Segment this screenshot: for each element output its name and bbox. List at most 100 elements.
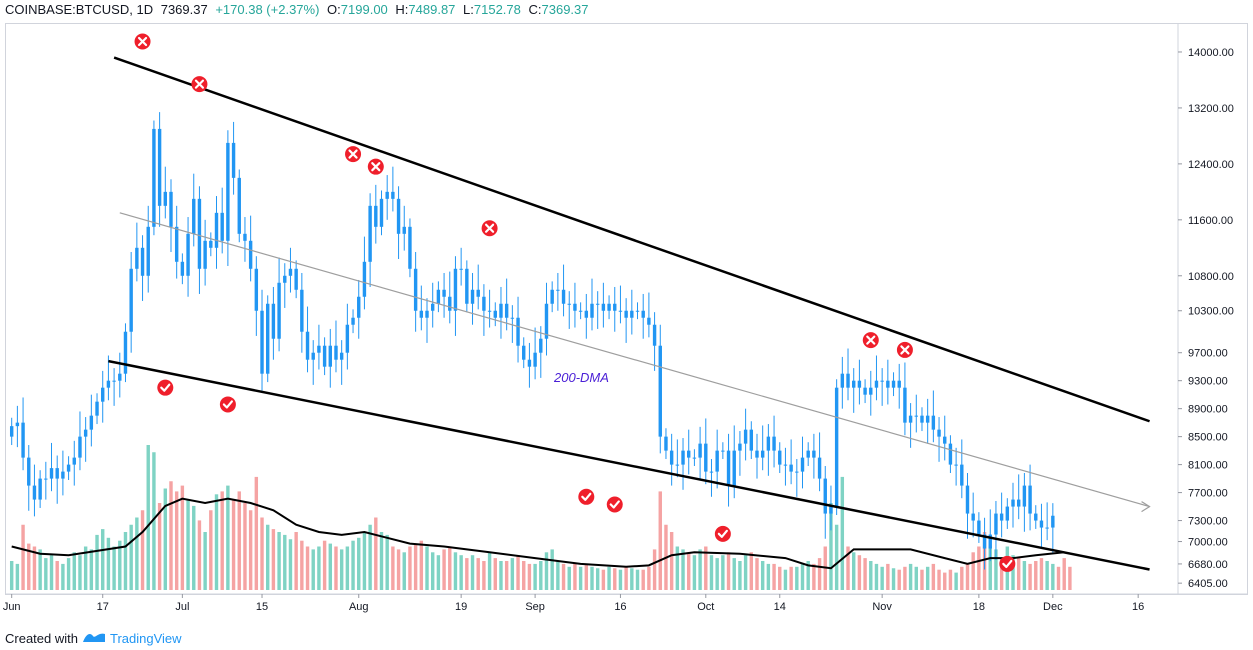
- volume-bar: [38, 549, 42, 590]
- volume-bar: [49, 555, 54, 590]
- candle-body: [624, 310, 628, 318]
- volume-bar: [118, 540, 122, 590]
- volume-bar: [419, 540, 424, 590]
- volume-bar: [766, 563, 771, 590]
- volume-bar: [243, 503, 247, 590]
- candle-body: [294, 268, 298, 290]
- volume-bar: [32, 546, 37, 590]
- volume-bar: [778, 566, 782, 590]
- volume-bar: [772, 563, 776, 590]
- candle-body: [846, 373, 850, 388]
- candle-body: [72, 457, 76, 465]
- candle-body: [516, 317, 520, 346]
- x-mark-icon: [484, 223, 495, 233]
- candle-body: [533, 352, 537, 367]
- high-label: H:: [395, 2, 409, 17]
- candle-body: [78, 436, 82, 458]
- price-axis[interactable]: 6405.00 6680.00 7000.00 7300.00 7700.00 8100.…: [1178, 47, 1234, 590]
- volume-bar: [174, 491, 179, 590]
- candle-body: [556, 289, 560, 291]
- candle-body: [374, 205, 378, 227]
- volume-bar: [965, 563, 970, 590]
- candle-body: [982, 534, 987, 549]
- volume-bar: [214, 494, 219, 590]
- ma-annotation: 200-DMA: [553, 370, 609, 385]
- candle-body: [732, 450, 736, 486]
- y-tick-label: 10300.00: [1188, 306, 1234, 318]
- candle-body: [300, 289, 304, 332]
- candle-body: [630, 310, 634, 318]
- buy-marker-icon: [157, 379, 174, 396]
- candle-body: [590, 303, 594, 318]
- candle-body: [778, 450, 782, 465]
- volume-bar: [339, 549, 344, 590]
- candle-body: [334, 345, 338, 360]
- candle-body: [180, 261, 185, 276]
- candle-body: [391, 191, 395, 199]
- candle-body: [459, 268, 463, 270]
- volume-bar: [448, 546, 452, 590]
- buy-marker-icon: [606, 496, 623, 513]
- footer[interactable]: Created with TradingView: [5, 630, 182, 647]
- candle-body: [652, 324, 657, 346]
- tradingview-link[interactable]: TradingView: [109, 631, 182, 646]
- volume-bar: [846, 546, 850, 590]
- candle-body: [214, 212, 219, 248]
- candle-body: [806, 450, 810, 458]
- candle-body: [584, 310, 589, 318]
- candle-body: [669, 450, 674, 465]
- volume-bar: [425, 546, 429, 590]
- candle-body: [123, 331, 128, 374]
- check-mark-icon: [581, 492, 592, 501]
- candle-body: [311, 352, 315, 360]
- candle-body: [38, 478, 42, 500]
- volume-bar: [55, 561, 59, 590]
- candle-body: [328, 345, 332, 367]
- volume-bar: [544, 552, 549, 590]
- volume-bar: [385, 534, 389, 590]
- volume-layer: [9, 445, 1072, 590]
- open-label: O:: [327, 2, 341, 17]
- candle-body: [317, 345, 321, 353]
- candle-body: [385, 191, 389, 199]
- candle-body: [595, 303, 600, 305]
- x-tick-label: Jun: [3, 601, 21, 613]
- candle-body: [357, 296, 361, 318]
- candle-body: [920, 415, 924, 423]
- volume-bar: [129, 524, 133, 590]
- candle-body: [21, 422, 25, 458]
- x-tick-label: Oct: [697, 601, 714, 613]
- volume-bar: [994, 549, 998, 590]
- volume-bar: [459, 555, 463, 590]
- y-tick-label: 10800.00: [1188, 271, 1234, 283]
- candle-body: [863, 387, 867, 395]
- candle-body: [1016, 499, 1021, 507]
- symbol-label[interactable]: COINBASE:BTCUSD, 1D: [5, 2, 154, 17]
- time-axis[interactable]: Jun 17 Jul 15 Aug 19 Sep 16 Oct 14 Nov 18 Dec 16: [3, 594, 1144, 613]
- volume-bar: [943, 572, 947, 590]
- price-change: +170.38 (+2.37%): [215, 2, 320, 17]
- lines-layer: [11, 56, 1151, 571]
- candle-body: [203, 240, 207, 269]
- volume-bar: [266, 524, 270, 590]
- volume-bar: [15, 563, 20, 590]
- candle-body: [260, 310, 264, 374]
- volume-bar: [476, 558, 480, 590]
- open-value: 7199.00: [340, 2, 388, 17]
- volume-bar: [482, 561, 486, 590]
- channel-upper-line: [113, 56, 1150, 423]
- volume-bar: [812, 563, 816, 590]
- volume-bar: [101, 529, 105, 590]
- volume-bar: [618, 569, 623, 590]
- volume-bar: [135, 517, 139, 590]
- candle-body: [601, 303, 606, 311]
- low-value: 7152.78: [473, 2, 521, 17]
- volume-bar: [152, 452, 156, 590]
- candle-body: [527, 359, 532, 367]
- close-label: C:: [528, 2, 542, 17]
- ma-arrow-icon: [1141, 501, 1151, 513]
- buy-marker-icon: [714, 525, 731, 542]
- candle-body: [112, 380, 116, 382]
- volume-bar: [669, 532, 674, 590]
